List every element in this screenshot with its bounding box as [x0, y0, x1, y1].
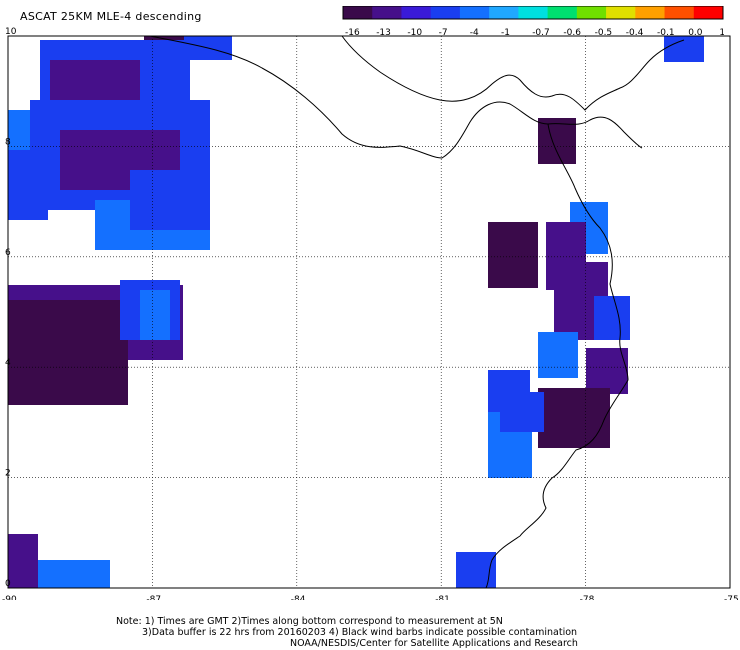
- lon-tick-label: -81: [435, 595, 450, 600]
- colorbar-segment: [343, 6, 373, 19]
- lat-tick-label: 8: [5, 137, 11, 147]
- axis-tick-labels: -90 -87 -84 -81 -78 -75 0 2 4 6 8 10: [2, 27, 739, 600]
- colorbar-frame: [342, 6, 724, 20]
- lat-tick-label: 6: [5, 248, 11, 258]
- swath-block: [538, 118, 576, 164]
- colorbar-label: -0.6: [563, 28, 581, 38]
- colorbar-label: -16: [345, 28, 360, 38]
- colorbar-segment: [459, 6, 490, 19]
- swath-block: [8, 534, 38, 588]
- swath-block: [130, 170, 210, 230]
- colorbar-label: -1: [501, 28, 510, 38]
- colorbar-segment: [547, 6, 578, 19]
- map-frame: [7, 35, 731, 589]
- lon-tick-label: -90: [2, 595, 17, 600]
- lat-tick-label: 2: [5, 469, 11, 479]
- swath-data-layer: [8, 36, 704, 588]
- colorbar-label: -10: [407, 28, 422, 38]
- colorbar-segment: [635, 6, 666, 19]
- lon-tick-label: -75: [724, 595, 739, 600]
- swath-block: [500, 392, 544, 432]
- swath-block: [38, 560, 110, 588]
- colorbar-segment: [606, 6, 636, 19]
- note-line-3: NOAA/NESDIS/Center for Satellite Applica…: [290, 638, 578, 649]
- colorbar-segment: [372, 6, 402, 19]
- note-line-1: Note: 1) Times are GMT 2)Times along bot…: [116, 616, 503, 627]
- colorbar-segment: [576, 6, 607, 19]
- colorbar-label: 0.0: [688, 28, 703, 38]
- swath-block: [586, 348, 628, 394]
- colorbar-segment: [693, 6, 724, 19]
- note-line-2: 3)Data buffer is 22 hrs from 20160203 4)…: [142, 627, 578, 638]
- colorbar-label: -4: [470, 28, 479, 38]
- colorbar-segment: [664, 6, 695, 19]
- swath-block: [538, 332, 578, 378]
- colorbar-label: 1.0: [719, 28, 724, 38]
- central-america-coastline: [149, 35, 643, 159]
- lat-tick-label: 0: [5, 579, 11, 589]
- colorbar-label: -0.7: [532, 28, 550, 38]
- lon-tick-label: -87: [146, 595, 161, 600]
- colorbar-segment: [489, 6, 519, 19]
- swath-block: [8, 150, 48, 220]
- lat-tick-label: 10: [5, 27, 17, 37]
- swath-block: [538, 388, 610, 448]
- map-title: ASCAT 25KM MLE-4 descending: [20, 10, 202, 23]
- colorbar-label: -0.5: [595, 28, 613, 38]
- lon-tick-label: -84: [291, 595, 306, 600]
- color-scale-bar: -16 -13 -10 -7 -4 -1 -0.7 -0.6 -0.5 -0.4 -0.1 0.0 1.…: [342, 6, 724, 38]
- colorbar-label: -0.4: [626, 28, 644, 38]
- lon-tick-label: -78: [580, 595, 595, 600]
- swath-block: [664, 36, 704, 62]
- lat-tick-label: 4: [5, 358, 11, 368]
- colorbar-label: -13: [376, 28, 391, 38]
- swath-block: [8, 300, 128, 405]
- colorbar-segment: [430, 6, 461, 19]
- colorbar-segment: [401, 6, 432, 19]
- swath-block: [594, 296, 630, 340]
- swath-block: [488, 222, 538, 288]
- colorbar-segment: [518, 6, 549, 19]
- coastline-layer: [149, 35, 685, 589]
- central-america-north-coast: [341, 35, 685, 111]
- colorbar-label: -0.1: [657, 28, 675, 38]
- colorbar-label: -7: [439, 28, 448, 38]
- swath-block: [140, 290, 170, 340]
- south-america-west-coast: [485, 123, 629, 589]
